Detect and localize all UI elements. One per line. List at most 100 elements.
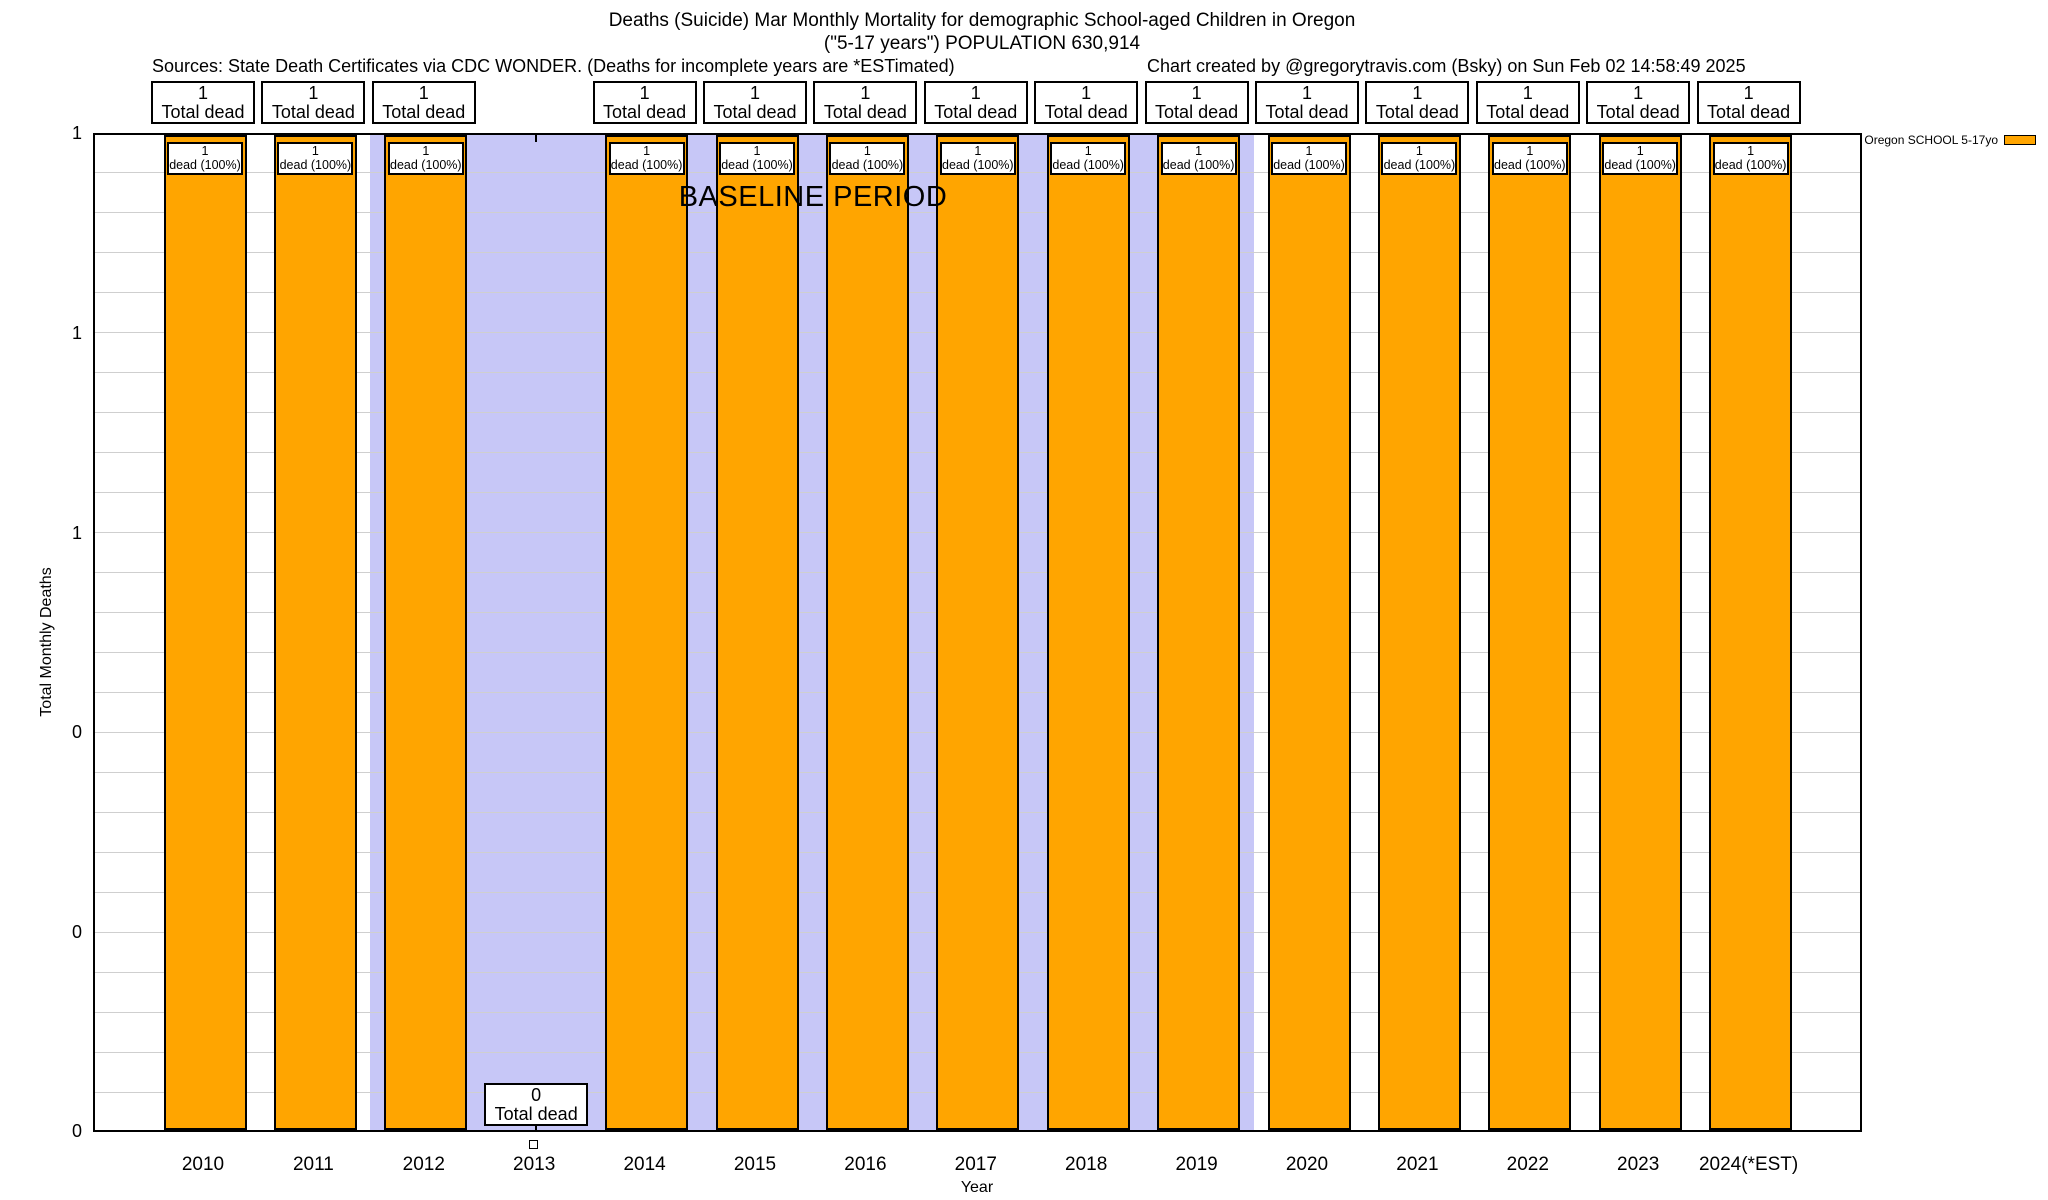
total-dead-box-2022: 1 Total dead	[1475, 81, 1580, 124]
zero-value-marker-icon	[529, 1140, 538, 1149]
total-dead-box-2019-text: Total dead	[1155, 102, 1239, 122]
bar-value-label-2016-count: 1	[863, 144, 871, 158]
bar-value-label-2012-count: 1	[422, 144, 430, 158]
bar-value-label-2021: 1 dead (100%)	[1381, 142, 1458, 175]
total-dead-box-2013: 0 Total dead	[484, 1083, 589, 1126]
bar-value-label-2023: 1 dead (100%)	[1602, 142, 1679, 175]
total-dead-box-2021-text: Total dead	[1375, 102, 1459, 122]
bar-value-label-2019: 1 dead (100%)	[1160, 142, 1237, 175]
y-tick-label: 0	[71, 1121, 82, 1141]
bar-2016: 1 dead (100%)	[825, 135, 909, 1130]
x-tick-label-2011: 2011	[292, 1154, 334, 1175]
total-dead-box-2019: 1 Total dead	[1144, 81, 1249, 124]
x-tick-label-2014: 2014	[623, 1154, 666, 1175]
bar-2014: 1 dead (100%)	[605, 135, 689, 1130]
total-dead-box-2016-text: Total dead	[823, 102, 907, 122]
bar-value-label-2016: 1 dead (100%)	[829, 142, 906, 175]
total-dead-box-2020: 1 Total dead	[1255, 81, 1359, 124]
bar-value-label-2020-count: 1	[1305, 144, 1313, 158]
bar-value-label-2014-text: dead (100%)	[610, 157, 683, 172]
total-dead-box-2021-count: 1	[1412, 83, 1423, 103]
total-dead-box-2024-count: 1	[1743, 83, 1754, 103]
bar-2017: 1 dead (100%)	[936, 135, 1020, 1130]
bar-2012: 1 dead (100%)	[384, 135, 468, 1130]
bar-2015: 1 dead (100%)	[715, 135, 799, 1130]
bar-value-label-2021-text: dead (100%)	[1383, 157, 1456, 172]
bar-value-label-2012-text: dead (100%)	[390, 157, 462, 172]
bar-value-label-2014-count: 1	[643, 144, 651, 158]
bar-2011: 1 dead (100%)	[273, 135, 357, 1130]
total-dead-box-2017-count: 1	[970, 83, 981, 103]
x-tick-label-2013: 2013	[513, 1154, 556, 1175]
x-tick-label-2021: 2021	[1396, 1154, 1439, 1175]
total-dead-box-2016: 1 Total dead	[813, 81, 918, 124]
bar-value-label-2014: 1 dead (100%)	[608, 142, 685, 175]
total-dead-box-2022-text: Total dead	[1486, 102, 1570, 122]
total-dead-box-2010-text: Total dead	[161, 102, 245, 122]
baseline-period-label: BASELINE PERIOD	[678, 181, 948, 213]
legend-swatch-icon	[2004, 135, 2036, 145]
bar-value-label-2010-text: dead (100%)	[169, 157, 241, 172]
bar-value-label-2017-text: dead (100%)	[942, 157, 1014, 172]
y-tick-label: 1	[71, 123, 82, 143]
x-tick-label-2015: 2015	[733, 1154, 777, 1175]
total-dead-box-2017-text: Total dead	[934, 102, 1018, 122]
total-dead-box-2015-count: 1	[749, 83, 760, 103]
bar-value-label-2020: 1 dead (100%)	[1271, 142, 1347, 175]
bar-value-label-2015-count: 1	[753, 144, 761, 158]
bar-value-label-2019-text: dead (100%)	[1162, 157, 1235, 172]
total-dead-box-2018-text: Total dead	[1044, 102, 1128, 122]
total-dead-box-2021: 1 Total dead	[1365, 81, 1470, 124]
bar-value-label-2010: 1 dead (100%)	[167, 142, 243, 175]
total-dead-box-2015: 1 Total dead	[703, 81, 807, 124]
bar-2020: 1 dead (100%)	[1267, 135, 1351, 1130]
x-tick-label-2023: 2023	[1617, 1154, 1660, 1175]
total-dead-box-2020-count: 1	[1301, 83, 1312, 103]
bar-value-label-2024: 1 dead (100%)	[1712, 142, 1789, 175]
bar-value-label-2018-count: 1	[1084, 144, 1092, 158]
y-axis-title: Total Monthly Deaths	[38, 567, 55, 717]
total-dead-box-2019-count: 1	[1191, 83, 1202, 103]
bar-value-label-2022: 1 dead (100%)	[1491, 142, 1568, 175]
bar-value-label-2017: 1 dead (100%)	[939, 142, 1016, 175]
x-tick-label-2019: 2019	[1175, 1154, 1218, 1175]
x-tick-label-2022: 2022	[1506, 1154, 1549, 1175]
total-dead-box-2024-text: Total dead	[1707, 102, 1791, 122]
total-dead-box-2010: 1 Total dead	[151, 81, 255, 124]
bar-value-label-2017-count: 1	[974, 144, 982, 158]
chart-title-line2: ("5-17 years") POPULATION 630,914	[823, 33, 1141, 54]
total-dead-box-2013-text: Total dead	[494, 1104, 578, 1124]
x-tick-label-2017: 2017	[954, 1154, 997, 1175]
y-tick-label: 1	[71, 523, 82, 543]
bar-2022: 1 dead (100%)	[1488, 135, 1572, 1130]
bar-2010: 1 dead (100%)	[163, 135, 247, 1130]
bar-value-label-2018: 1 dead (100%)	[1050, 142, 1127, 175]
bar-value-label-2011: 1 dead (100%)	[277, 142, 354, 175]
bar-value-label-2018-text: dead (100%)	[1052, 157, 1124, 172]
bar-value-label-2024-count: 1	[1747, 144, 1755, 158]
total-dead-box-2023-count: 1	[1633, 83, 1644, 103]
bar-value-label-2015: 1 dead (100%)	[719, 142, 795, 175]
total-dead-box-2018: 1 Total dead	[1034, 81, 1139, 124]
y-tick-label: 1	[71, 323, 82, 343]
bar-value-label-2024-text: dead (100%)	[1714, 157, 1787, 172]
x-tick-label-2018: 2018	[1065, 1154, 1108, 1175]
total-dead-box-2014-text: Total dead	[603, 102, 687, 122]
chart-title-line1: Deaths (Suicide) Mar Monthly Mortality f…	[608, 10, 1356, 31]
total-dead-box-2014: 1 Total dead	[592, 81, 697, 124]
legend-label: Oregon SCHOOL 5-17yo	[1864, 133, 1998, 147]
bar-2019: 1 dead (100%)	[1157, 135, 1241, 1130]
bar-2023: 1 dead (100%)	[1598, 135, 1682, 1130]
total-dead-box-2011-count: 1	[308, 83, 319, 103]
bar-2018: 1 dead (100%)	[1046, 135, 1130, 1130]
bar-value-label-2021-count: 1	[1415, 144, 1423, 158]
total-dead-box-2024: 1 Total dead	[1696, 81, 1801, 124]
total-dead-box-2020-text: Total dead	[1265, 102, 1349, 122]
total-dead-box-2013-count: 0	[531, 1085, 542, 1105]
bar-value-label-2016-text: dead (100%)	[831, 157, 904, 172]
x-tick-label-2010: 2010	[181, 1154, 225, 1175]
bar-2021: 1 dead (100%)	[1377, 135, 1461, 1130]
total-dead-box-2023-text: Total dead	[1596, 102, 1680, 122]
bar-value-label-2022-count: 1	[1526, 144, 1534, 158]
